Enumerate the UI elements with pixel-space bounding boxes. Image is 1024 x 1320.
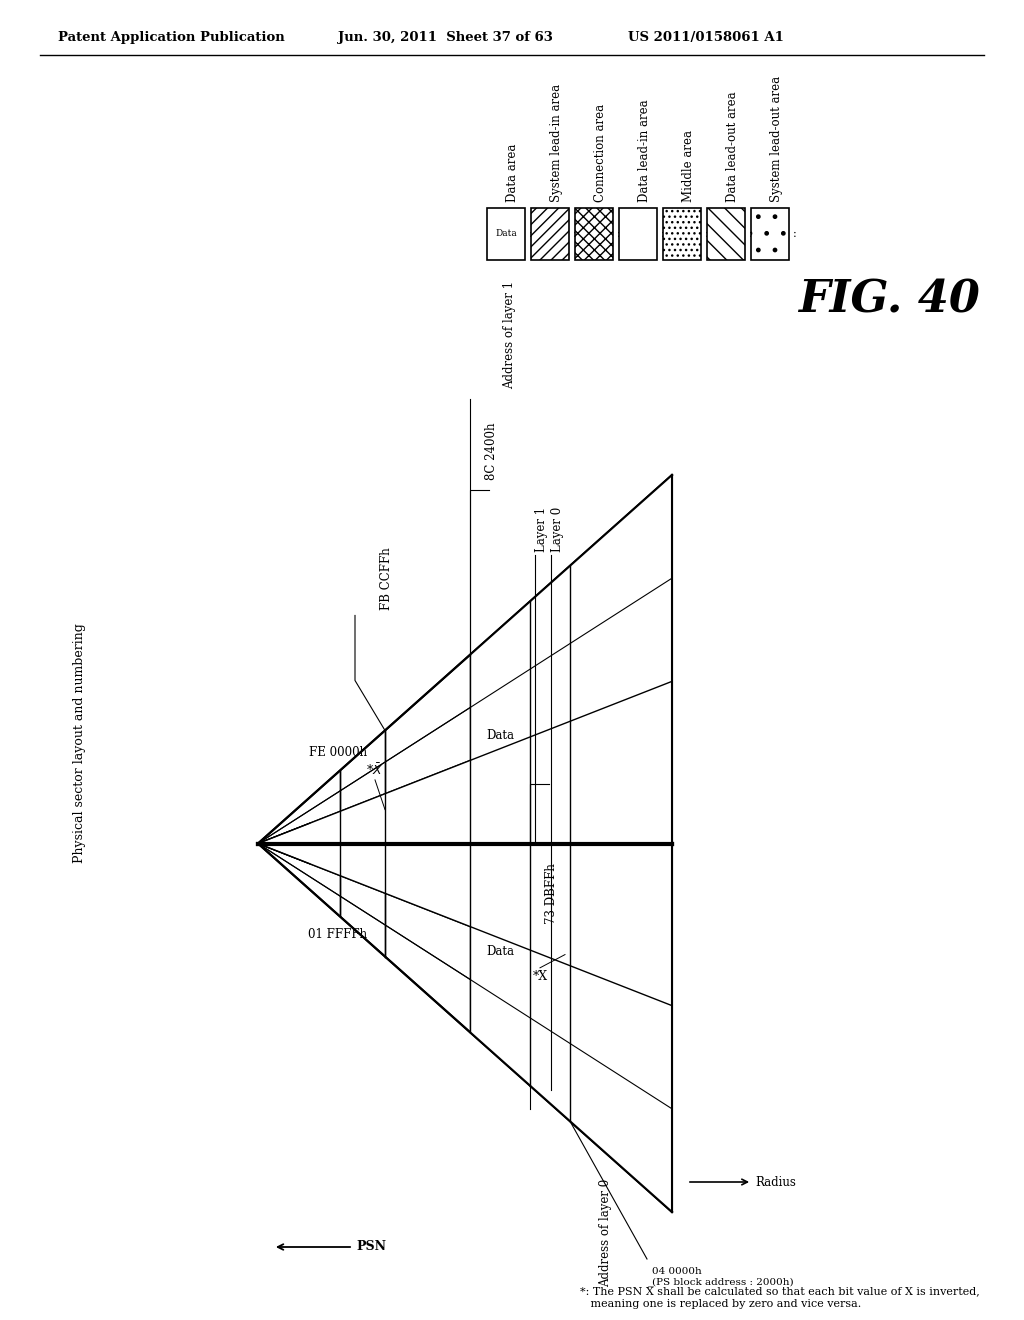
Text: :: : [573,228,577,239]
Text: 73 DBFFh: 73 DBFFh [545,863,558,924]
Bar [618,209,657,260]
Text: :: : [529,228,532,239]
Text: System lead-in area: System lead-in area [550,84,563,202]
Text: Data area: Data area [506,144,519,202]
Text: Address of layer 1: Address of layer 1 [504,281,516,389]
Text: Middle area: Middle area [682,129,695,202]
Text: 01 FFFFh: 01 FFFFh [308,928,368,941]
Bar [707,209,745,260]
Text: PSN: PSN [356,1241,386,1254]
Text: Layer 1: Layer 1 [535,507,548,552]
Text: :: : [749,228,753,239]
Text: FIG. 40: FIG. 40 [798,279,980,322]
Polygon shape [470,843,530,1085]
Text: Layer 0: Layer 0 [551,507,564,552]
Text: :: : [705,228,709,239]
Polygon shape [570,843,672,1212]
Text: Physical sector layout and numbering: Physical sector layout and numbering [74,623,86,863]
Text: Radius: Radius [755,1176,796,1188]
Text: FB CCFFh: FB CCFFh [380,548,393,610]
Polygon shape [570,475,672,843]
Text: Address of layer 0: Address of layer 0 [599,1179,612,1287]
Text: Data: Data [496,230,517,239]
Polygon shape [530,843,570,1121]
Bar [487,209,525,260]
Text: Data: Data [486,945,514,958]
Bar [531,209,569,260]
Text: :: : [617,228,621,239]
Polygon shape [470,602,530,843]
Text: Data lead-in area: Data lead-in area [638,99,651,202]
Text: :: : [662,228,665,239]
Text: US 2011/0158061 A1: US 2011/0158061 A1 [628,30,784,44]
Text: *: The PSN X̅ shall be calculated so that each bit value of X is inverted,
   me: *: The PSN X̅ shall be calculated so tha… [580,1287,980,1309]
Text: System lead-out area: System lead-out area [770,75,783,202]
Polygon shape [530,566,570,843]
Text: :: : [793,228,797,239]
Text: Jun. 30, 2011  Sheet 37 of 63: Jun. 30, 2011 Sheet 37 of 63 [338,30,553,44]
Text: *$\bar{X}$: *$\bar{X}$ [367,763,384,777]
Text: 04 0000h
(PS block address : 2000h): 04 0000h (PS block address : 2000h) [652,1267,794,1287]
Polygon shape [258,843,340,875]
Text: 8C 2400h: 8C 2400h [485,422,498,479]
Text: Connection area: Connection area [594,104,607,202]
Text: Data: Data [486,729,514,742]
Bar [663,209,701,260]
Polygon shape [340,793,385,843]
Text: Patent Application Publication: Patent Application Publication [58,30,285,44]
Bar [575,209,613,260]
Bar [751,209,790,260]
Polygon shape [340,843,385,894]
Text: Data lead-out area: Data lead-out area [726,91,739,202]
Text: FE 0000h: FE 0000h [309,746,367,759]
Text: *X: *X [532,970,548,983]
Polygon shape [385,843,470,927]
Polygon shape [258,812,340,843]
Polygon shape [385,760,470,843]
